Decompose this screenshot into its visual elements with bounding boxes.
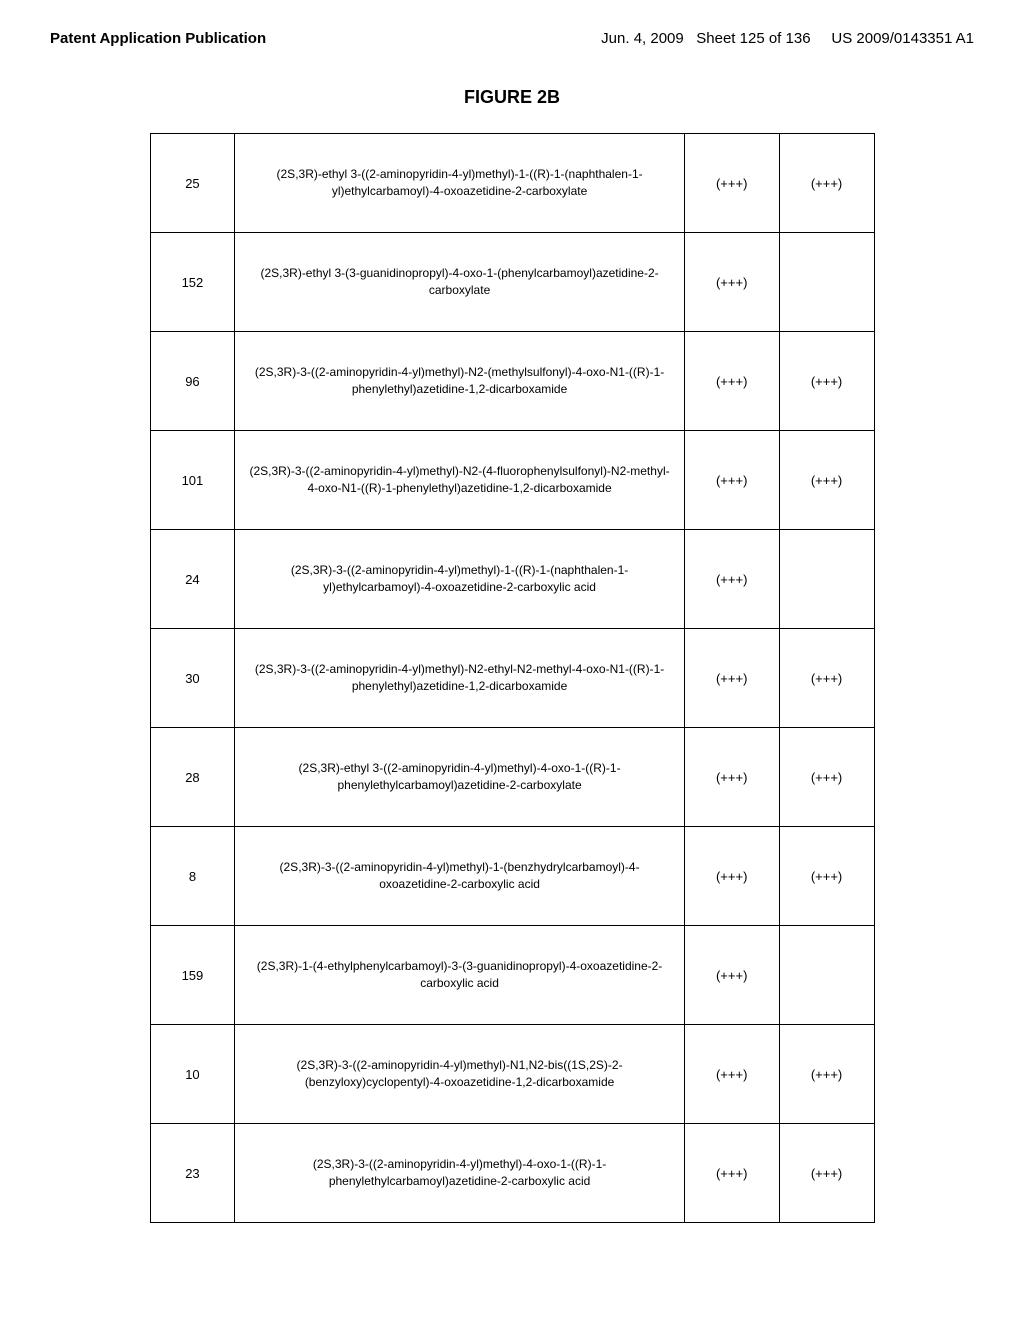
cell-value-2: (+++) — [779, 827, 874, 926]
cell-value-1: (+++) — [684, 1124, 779, 1223]
cell-compound-name: (2S,3R)-3-((2-aminopyridin-4-yl)methyl)-… — [235, 431, 684, 530]
header-date: Jun. 4, 2009 — [601, 30, 684, 47]
cell-value-2 — [779, 233, 874, 332]
cell-compound-name: (2S,3R)-ethyl 3-(3-guanidinopropyl)-4-ox… — [235, 233, 684, 332]
cell-id: 25 — [150, 134, 235, 233]
cell-id: 23 — [150, 1124, 235, 1223]
page-header: Patent Application Publication Jun. 4, 2… — [0, 0, 1024, 62]
table-row: 96(2S,3R)-3-((2-aminopyridin-4-yl)methyl… — [150, 332, 874, 431]
cell-value-1: (+++) — [684, 1025, 779, 1124]
cell-value-1: (+++) — [684, 629, 779, 728]
cell-id: 10 — [150, 1025, 235, 1124]
cell-value-1: (+++) — [684, 926, 779, 1025]
table-row: 30(2S,3R)-3-((2-aminopyridin-4-yl)methyl… — [150, 629, 874, 728]
cell-compound-name: (2S,3R)-3-((2-aminopyridin-4-yl)methyl)-… — [235, 332, 684, 431]
cell-value-1: (+++) — [684, 332, 779, 431]
cell-id: 24 — [150, 530, 235, 629]
cell-value-1: (+++) — [684, 728, 779, 827]
table-row: 152(2S,3R)-ethyl 3-(3-guanidinopropyl)-4… — [150, 233, 874, 332]
cell-value-2: (+++) — [779, 431, 874, 530]
cell-compound-name: (2S,3R)-3-((2-aminopyridin-4-yl)methyl)-… — [235, 827, 684, 926]
cell-id: 8 — [150, 827, 235, 926]
cell-compound-name: (2S,3R)-ethyl 3-((2-aminopyridin-4-yl)me… — [235, 728, 684, 827]
cell-value-2: (+++) — [779, 134, 874, 233]
cell-id: 96 — [150, 332, 235, 431]
cell-id: 152 — [150, 233, 235, 332]
header-meta: Jun. 4, 2009 Sheet 125 of 136 US 2009/01… — [601, 30, 974, 47]
header-publication: Patent Application Publication — [50, 30, 266, 47]
table-row: 28(2S,3R)-ethyl 3-((2-aminopyridin-4-yl)… — [150, 728, 874, 827]
cell-id: 28 — [150, 728, 235, 827]
cell-value-1: (+++) — [684, 134, 779, 233]
table-container: 25(2S,3R)-ethyl 3-((2-aminopyridin-4-yl)… — [150, 133, 875, 1223]
cell-id: 159 — [150, 926, 235, 1025]
cell-value-2: (+++) — [779, 728, 874, 827]
cell-id: 101 — [150, 431, 235, 530]
cell-value-2: (+++) — [779, 1025, 874, 1124]
cell-value-2: (+++) — [779, 332, 874, 431]
cell-value-1: (+++) — [684, 530, 779, 629]
table-row: 25(2S,3R)-ethyl 3-((2-aminopyridin-4-yl)… — [150, 134, 874, 233]
table-row: 159(2S,3R)-1-(4-ethylphenylcarbamoyl)-3-… — [150, 926, 874, 1025]
cell-id: 30 — [150, 629, 235, 728]
cell-compound-name: (2S,3R)-3-((2-aminopyridin-4-yl)methyl)-… — [235, 1025, 684, 1124]
cell-compound-name: (2S,3R)-1-(4-ethylphenylcarbamoyl)-3-(3-… — [235, 926, 684, 1025]
header-sheet: Sheet 125 of 136 — [696, 30, 810, 47]
cell-value-2: (+++) — [779, 629, 874, 728]
table-row: 8(2S,3R)-3-((2-aminopyridin-4-yl)methyl)… — [150, 827, 874, 926]
compound-table: 25(2S,3R)-ethyl 3-((2-aminopyridin-4-yl)… — [150, 133, 875, 1223]
cell-value-1: (+++) — [684, 431, 779, 530]
cell-compound-name: (2S,3R)-3-((2-aminopyridin-4-yl)methyl)-… — [235, 629, 684, 728]
cell-value-1: (+++) — [684, 827, 779, 926]
cell-compound-name: (2S,3R)-3-((2-aminopyridin-4-yl)methyl)-… — [235, 1124, 684, 1223]
cell-compound-name: (2S,3R)-ethyl 3-((2-aminopyridin-4-yl)me… — [235, 134, 684, 233]
header-docnum: US 2009/0143351 A1 — [831, 30, 974, 47]
cell-value-2 — [779, 530, 874, 629]
cell-value-2: (+++) — [779, 1124, 874, 1223]
cell-value-1: (+++) — [684, 233, 779, 332]
table-row: 23(2S,3R)-3-((2-aminopyridin-4-yl)methyl… — [150, 1124, 874, 1223]
cell-value-2 — [779, 926, 874, 1025]
table-row: 10(2S,3R)-3-((2-aminopyridin-4-yl)methyl… — [150, 1025, 874, 1124]
figure-title: FIGURE 2B — [0, 87, 1024, 108]
cell-compound-name: (2S,3R)-3-((2-aminopyridin-4-yl)methyl)-… — [235, 530, 684, 629]
table-row: 24(2S,3R)-3-((2-aminopyridin-4-yl)methyl… — [150, 530, 874, 629]
table-row: 101(2S,3R)-3-((2-aminopyridin-4-yl)methy… — [150, 431, 874, 530]
